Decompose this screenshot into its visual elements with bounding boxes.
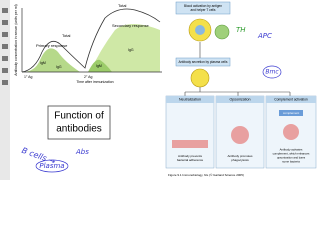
immune-diagram: Blood activation by antigen and helper T… <box>165 1 317 177</box>
igm-primary-area <box>22 48 80 72</box>
title-line: antibodies <box>56 124 102 135</box>
tool-shape[interactable] <box>2 56 8 61</box>
panel-title: Neutralization <box>179 97 201 101</box>
handwriting: Abs <box>75 148 89 156</box>
tool-text[interactable] <box>2 68 8 73</box>
panel-title: Opsonization <box>230 97 251 101</box>
phagocyte <box>231 126 249 144</box>
handwriting: TH <box>236 26 246 34</box>
tool-pen[interactable] <box>2 20 8 25</box>
box-text: and helper T cells <box>190 8 215 12</box>
curve-label: Primary response <box>36 43 68 48</box>
figure-caption: Figure 9.1 Immunobiology, 6/e (© Garland… <box>168 173 244 177</box>
igm-secondary-area <box>88 59 112 72</box>
tool-eraser[interactable] <box>2 44 8 49</box>
panel-caption: phagocytosis <box>231 158 249 162</box>
panel-header <box>216 96 264 103</box>
curve-label: IgG <box>128 48 134 52</box>
curve-label: IgG <box>56 65 62 69</box>
nucleus <box>195 25 205 35</box>
panel-box <box>215 95 265 169</box>
curve-label: IgM <box>40 61 46 65</box>
panel: Complement activation complement Antibod… <box>265 95 317 169</box>
total-curve <box>21 8 161 73</box>
tool-select[interactable] <box>2 8 8 13</box>
panel-caption: opsonization and lyses <box>277 156 306 160</box>
cell-surface <box>172 140 208 148</box>
complement-label: complement <box>283 111 300 115</box>
handwriting: Plasma <box>39 162 64 170</box>
box <box>175 57 231 67</box>
panel-caption: Antibody prevents <box>178 154 203 158</box>
panel: Opsonization Antibody promotes phagocyto… <box>215 95 265 169</box>
handwriting-circle <box>35 159 69 173</box>
panel-title: Complement activation <box>274 97 308 101</box>
box-text: Blood activation by antigen <box>184 4 222 8</box>
complement-box <box>279 110 303 116</box>
panel-caption: Antibody promotes <box>227 154 253 158</box>
tool-color[interactable] <box>2 80 8 85</box>
toolbar <box>0 0 10 180</box>
curve-label: Secondary response <box>112 23 149 28</box>
igg-secondary-area <box>90 24 160 72</box>
curve-label: Total <box>62 33 71 38</box>
page: Antibody concentration in serum (units p… <box>0 0 317 180</box>
x-axis-label: Time after immunization <box>76 80 113 84</box>
connector <box>184 87 291 96</box>
panel: Neutralization Antibody prevents bacteri… <box>165 95 215 169</box>
x-tick-label: 1° Ag <box>24 75 32 79</box>
title-box <box>47 105 111 140</box>
toolbar-icons <box>2 8 8 85</box>
title-line: Function of <box>54 111 104 122</box>
cell <box>214 24 230 40</box>
panel-box <box>165 95 215 169</box>
y-axis-label: Antibody concentration in serum (units p… <box>14 4 18 75</box>
curve-label: Total <box>118 3 127 8</box>
panel-caption: complement, which enhances <box>273 152 310 156</box>
panel-caption: Antibody activates <box>280 148 303 152</box>
handwriting-circle <box>262 65 282 79</box>
plasma-cell <box>190 68 210 88</box>
panel-caption: some bacteria <box>282 160 300 164</box>
box-text: Antibody secretion by plasma cells <box>179 60 228 64</box>
panel-header <box>266 96 316 103</box>
handwriting: Bmc <box>265 69 279 76</box>
curve-label: IgM <box>96 64 102 68</box>
screen: Antibody concentration in serum (units p… <box>0 0 317 180</box>
panel-caption: bacterial adherence <box>177 158 204 162</box>
box <box>175 1 231 15</box>
tool-highlighter[interactable] <box>2 32 8 37</box>
handwriting: APC <box>257 32 272 40</box>
phagocyte <box>283 124 299 140</box>
x-tick-label: 2° Ag <box>84 75 92 79</box>
panel-header <box>166 96 214 103</box>
antibody-graph: Antibody concentration in serum (units p… <box>14 3 162 84</box>
